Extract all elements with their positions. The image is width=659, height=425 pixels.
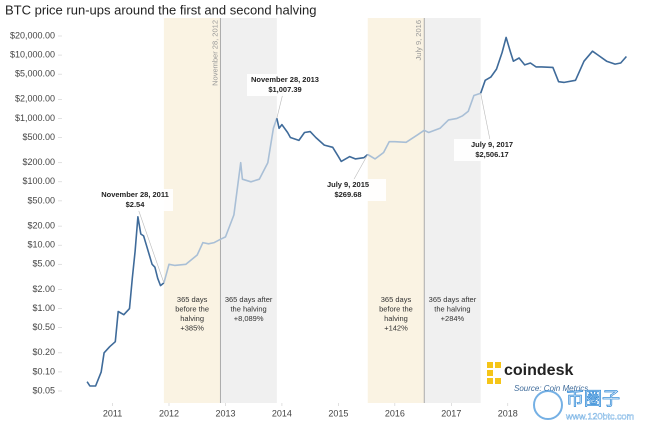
y-tick-label: $5.00 xyxy=(32,259,55,269)
region-label: the halving xyxy=(434,304,470,313)
region-label: halving xyxy=(384,314,408,323)
y-tick-label: $0.20 xyxy=(32,347,55,357)
annotation-text: November 28, 2011 xyxy=(101,190,169,199)
x-tick-label: 2017 xyxy=(441,408,461,418)
region-label: before the xyxy=(175,304,209,313)
logo-block xyxy=(487,370,493,376)
y-tick-label: $10,000.00 xyxy=(10,49,55,59)
region-label: +142% xyxy=(384,323,408,332)
region-label: 365 days after xyxy=(225,295,273,304)
logo xyxy=(487,362,501,384)
annotation-text: $2.54 xyxy=(126,200,146,209)
y-tick-label: $5,000.00 xyxy=(15,69,55,79)
region-label: +8,089% xyxy=(234,314,264,323)
annotation-text: $269.68 xyxy=(334,190,361,199)
region-label: before the xyxy=(379,304,413,313)
annotation-box xyxy=(310,179,386,201)
x-tick-label: 2013 xyxy=(215,408,235,418)
region-label: +385% xyxy=(180,323,204,332)
y-tick-label: $50.00 xyxy=(27,195,55,205)
annotation-box xyxy=(97,189,173,211)
x-tick-label: 2018 xyxy=(498,408,518,418)
logo-block xyxy=(487,362,493,368)
y-tick-label: $100.00 xyxy=(22,176,55,186)
region-label: 365 days xyxy=(177,295,208,304)
y-tick-label: $500.00 xyxy=(22,132,55,142)
logo-text: coindesk xyxy=(504,362,573,379)
annotation-text: July 9, 2017 xyxy=(471,140,513,149)
region-label: the halving xyxy=(230,304,266,313)
y-tick-label: $10.00 xyxy=(27,240,55,250)
shaded-region xyxy=(424,18,481,403)
chart-title: BTC price run-ups around the first and s… xyxy=(5,2,316,17)
halving-label: November 28, 2012 xyxy=(210,20,219,86)
x-tick-label: 2011 xyxy=(103,408,122,418)
logo-block xyxy=(495,378,501,384)
price-line xyxy=(163,117,278,284)
region-label: +284% xyxy=(441,314,465,323)
y-tick-label: $0.50 xyxy=(32,322,55,332)
watermark-url: www.120btc.com xyxy=(565,411,634,421)
y-tick-label: $20.00 xyxy=(27,220,55,230)
y-tick-label: $0.05 xyxy=(32,385,55,395)
price-line xyxy=(86,216,165,387)
annotation-box xyxy=(247,74,323,96)
annotation-box xyxy=(454,139,530,161)
watermark-icon xyxy=(533,390,563,420)
y-tick-label: $1,000.00 xyxy=(15,113,55,123)
watermark-text: 币圈子 xyxy=(566,389,620,409)
y-tick-label: $1.00 xyxy=(32,303,55,313)
annotation-leader xyxy=(134,199,165,283)
annotation-text: $2,506.17 xyxy=(475,150,508,159)
y-tick-label: $200.00 xyxy=(22,157,55,167)
x-tick-label: 2012 xyxy=(159,408,179,418)
y-tick-label: $2.00 xyxy=(32,284,55,294)
annotation-text: $1,007.39 xyxy=(268,85,301,94)
region-label: 365 days after xyxy=(429,295,477,304)
source-text: Source: Coin Metrics xyxy=(514,384,588,393)
shaded-region xyxy=(367,18,425,403)
x-tick-label: 2016 xyxy=(385,408,405,418)
y-tick-label: $0.10 xyxy=(32,366,55,376)
logo-block xyxy=(487,378,493,384)
y-tick-label: $20,000.00 xyxy=(10,30,55,40)
logo-block xyxy=(495,362,501,368)
x-tick-label: 2014 xyxy=(272,408,292,418)
region-label: 365 days xyxy=(381,295,412,304)
price-line xyxy=(367,92,481,160)
y-tick-label: $2,000.00 xyxy=(15,94,55,104)
region-label: halving xyxy=(180,314,204,323)
annotation-text: July 9, 2015 xyxy=(327,180,369,189)
shaded-region xyxy=(163,18,221,403)
annotation-text: November 28, 2013 xyxy=(251,75,319,84)
x-tick-label: 2015 xyxy=(328,408,348,418)
halving-label: July 9, 2016 xyxy=(414,20,423,60)
price-line xyxy=(479,36,628,94)
price-line xyxy=(276,118,369,163)
